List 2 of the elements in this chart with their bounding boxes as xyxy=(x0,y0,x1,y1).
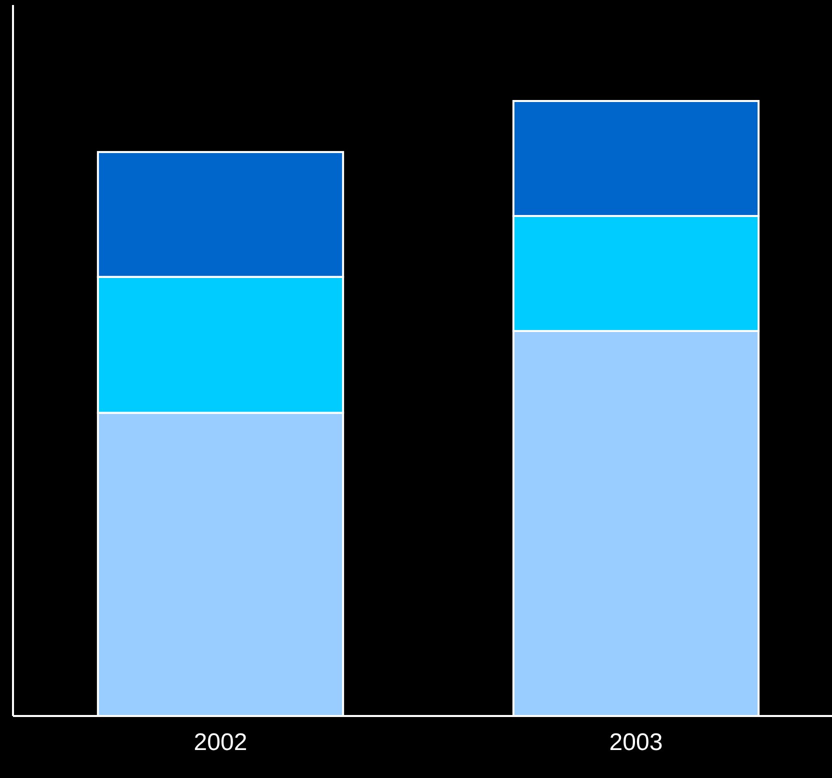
x-tick-label: 2003 xyxy=(609,729,663,756)
x-tick-label: 2002 xyxy=(194,729,248,756)
